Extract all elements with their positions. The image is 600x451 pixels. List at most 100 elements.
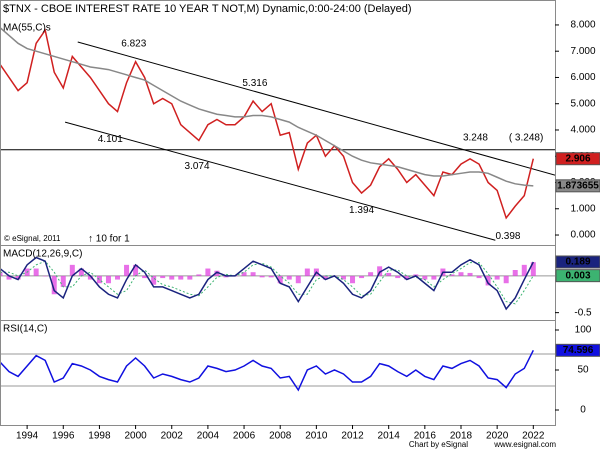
annotation: 4.101 [98, 134, 123, 145]
histogram-bar [96, 275, 102, 284]
x-tick-label: 2006 [233, 431, 256, 442]
pane-frame [0, 320, 556, 426]
histogram-bar [42, 275, 48, 277]
x-tick-label: 2012 [341, 431, 364, 442]
annotation: ( 3.248) [509, 132, 543, 143]
series-line [0, 260, 534, 305]
histogram-bar [241, 272, 247, 276]
pane [0, 349, 555, 392]
annotation: 3.074 [185, 161, 210, 172]
histogram-bar [277, 275, 283, 284]
histogram-bar [485, 275, 491, 286]
y-tick-label: 1.000 [570, 203, 595, 214]
histogram-bar [530, 262, 536, 276]
note: ↑ 10 for 1 [88, 234, 130, 245]
histogram-bar [494, 275, 500, 280]
pane [0, 27, 555, 241]
histogram-bar [503, 275, 509, 284]
histogram-bar [142, 275, 148, 279]
histogram-bar [295, 275, 301, 284]
histogram-bar [133, 264, 139, 276]
histogram-bar [431, 275, 437, 280]
y-tick-label: 0 [580, 405, 586, 416]
histogram-bar [467, 272, 473, 276]
x-tick-label: 2010 [305, 431, 328, 442]
histogram-bar [422, 275, 428, 280]
x-tick-label: 1996 [52, 431, 75, 442]
x-tick-label: 2020 [486, 431, 509, 442]
histogram-bar [458, 272, 464, 276]
last-value-tag [555, 269, 600, 283]
last-value-tag [555, 152, 600, 166]
note: © eSignal, 2011 [4, 234, 61, 243]
last-value-label: 2.906 [565, 153, 590, 164]
pane-title: MACD(12,26,9,C) [3, 249, 82, 260]
histogram-bar [33, 268, 39, 276]
series-line [0, 349, 534, 392]
histogram-bar [512, 270, 518, 276]
x-tick-label: 2004 [197, 431, 220, 442]
y-tick-label: 100 [575, 325, 592, 336]
last-value-label: 0.189 [565, 257, 590, 268]
histogram-bar [178, 275, 184, 280]
histogram-bar [60, 275, 66, 287]
annotation: 5.316 [242, 78, 267, 89]
last-value-label: 74.596 [563, 345, 594, 356]
histogram-bar [205, 268, 211, 276]
last-value-label: 0.003 [565, 270, 590, 281]
annotation: 1.394 [349, 205, 374, 216]
histogram-bar [368, 272, 374, 276]
last-value-label: 1.873655 [557, 180, 599, 191]
y-tick-label: 6.000 [570, 72, 595, 83]
histogram-bar [259, 275, 265, 278]
x-tick-label: 2016 [414, 431, 437, 442]
last-value-tag [555, 179, 600, 193]
histogram-bar [69, 264, 75, 276]
y-tick-label: 50 [577, 365, 589, 376]
last-value-tag [555, 255, 600, 269]
annotation: 3.248 [463, 132, 488, 143]
footer-url: www.esignal.com [493, 440, 556, 449]
x-tick-label: 2014 [378, 431, 401, 442]
x-tick-label: 2002 [161, 431, 184, 442]
histogram-bar [78, 268, 84, 276]
histogram-bar [377, 266, 383, 276]
histogram-bar [359, 275, 365, 279]
pane-title: RSI(14,C) [3, 324, 47, 335]
last-value-tag [555, 343, 600, 357]
histogram-bar [115, 275, 121, 280]
trend-line [77, 41, 555, 176]
histogram-bar [105, 275, 111, 284]
histogram-bar [250, 272, 256, 276]
histogram-bar [151, 275, 157, 285]
histogram-bar [350, 275, 356, 284]
y-tick-label: 4.000 [570, 125, 595, 136]
histogram-bar [386, 272, 392, 276]
series-line [0, 27, 534, 187]
y-tick-label: 8.000 [570, 20, 595, 31]
histogram-bar [476, 275, 482, 279]
histogram-bar [268, 275, 274, 278]
histogram-bar [304, 268, 310, 276]
y-tick-label: 0.000 [570, 230, 595, 241]
histogram-bar [15, 275, 21, 280]
footer-credit: Chart by eSignal [409, 440, 468, 449]
histogram-bar [187, 275, 193, 280]
x-tick-label: 2018 [450, 431, 473, 442]
x-tick-label: 2022 [522, 431, 545, 442]
histogram-bar [169, 275, 175, 280]
histogram-bar [404, 275, 410, 280]
series-line [0, 28, 535, 220]
x-tick-label: 1998 [88, 431, 111, 442]
x-tick-label: 2008 [269, 431, 292, 442]
x-tick-label: 2000 [124, 431, 147, 442]
x-tick-label: 1994 [16, 431, 39, 442]
histogram-bar [124, 264, 130, 276]
histogram-bar [51, 275, 57, 295]
histogram-bar [87, 275, 93, 280]
histogram-bar [521, 264, 527, 276]
histogram-bar [340, 275, 346, 280]
histogram-bar [6, 275, 12, 280]
